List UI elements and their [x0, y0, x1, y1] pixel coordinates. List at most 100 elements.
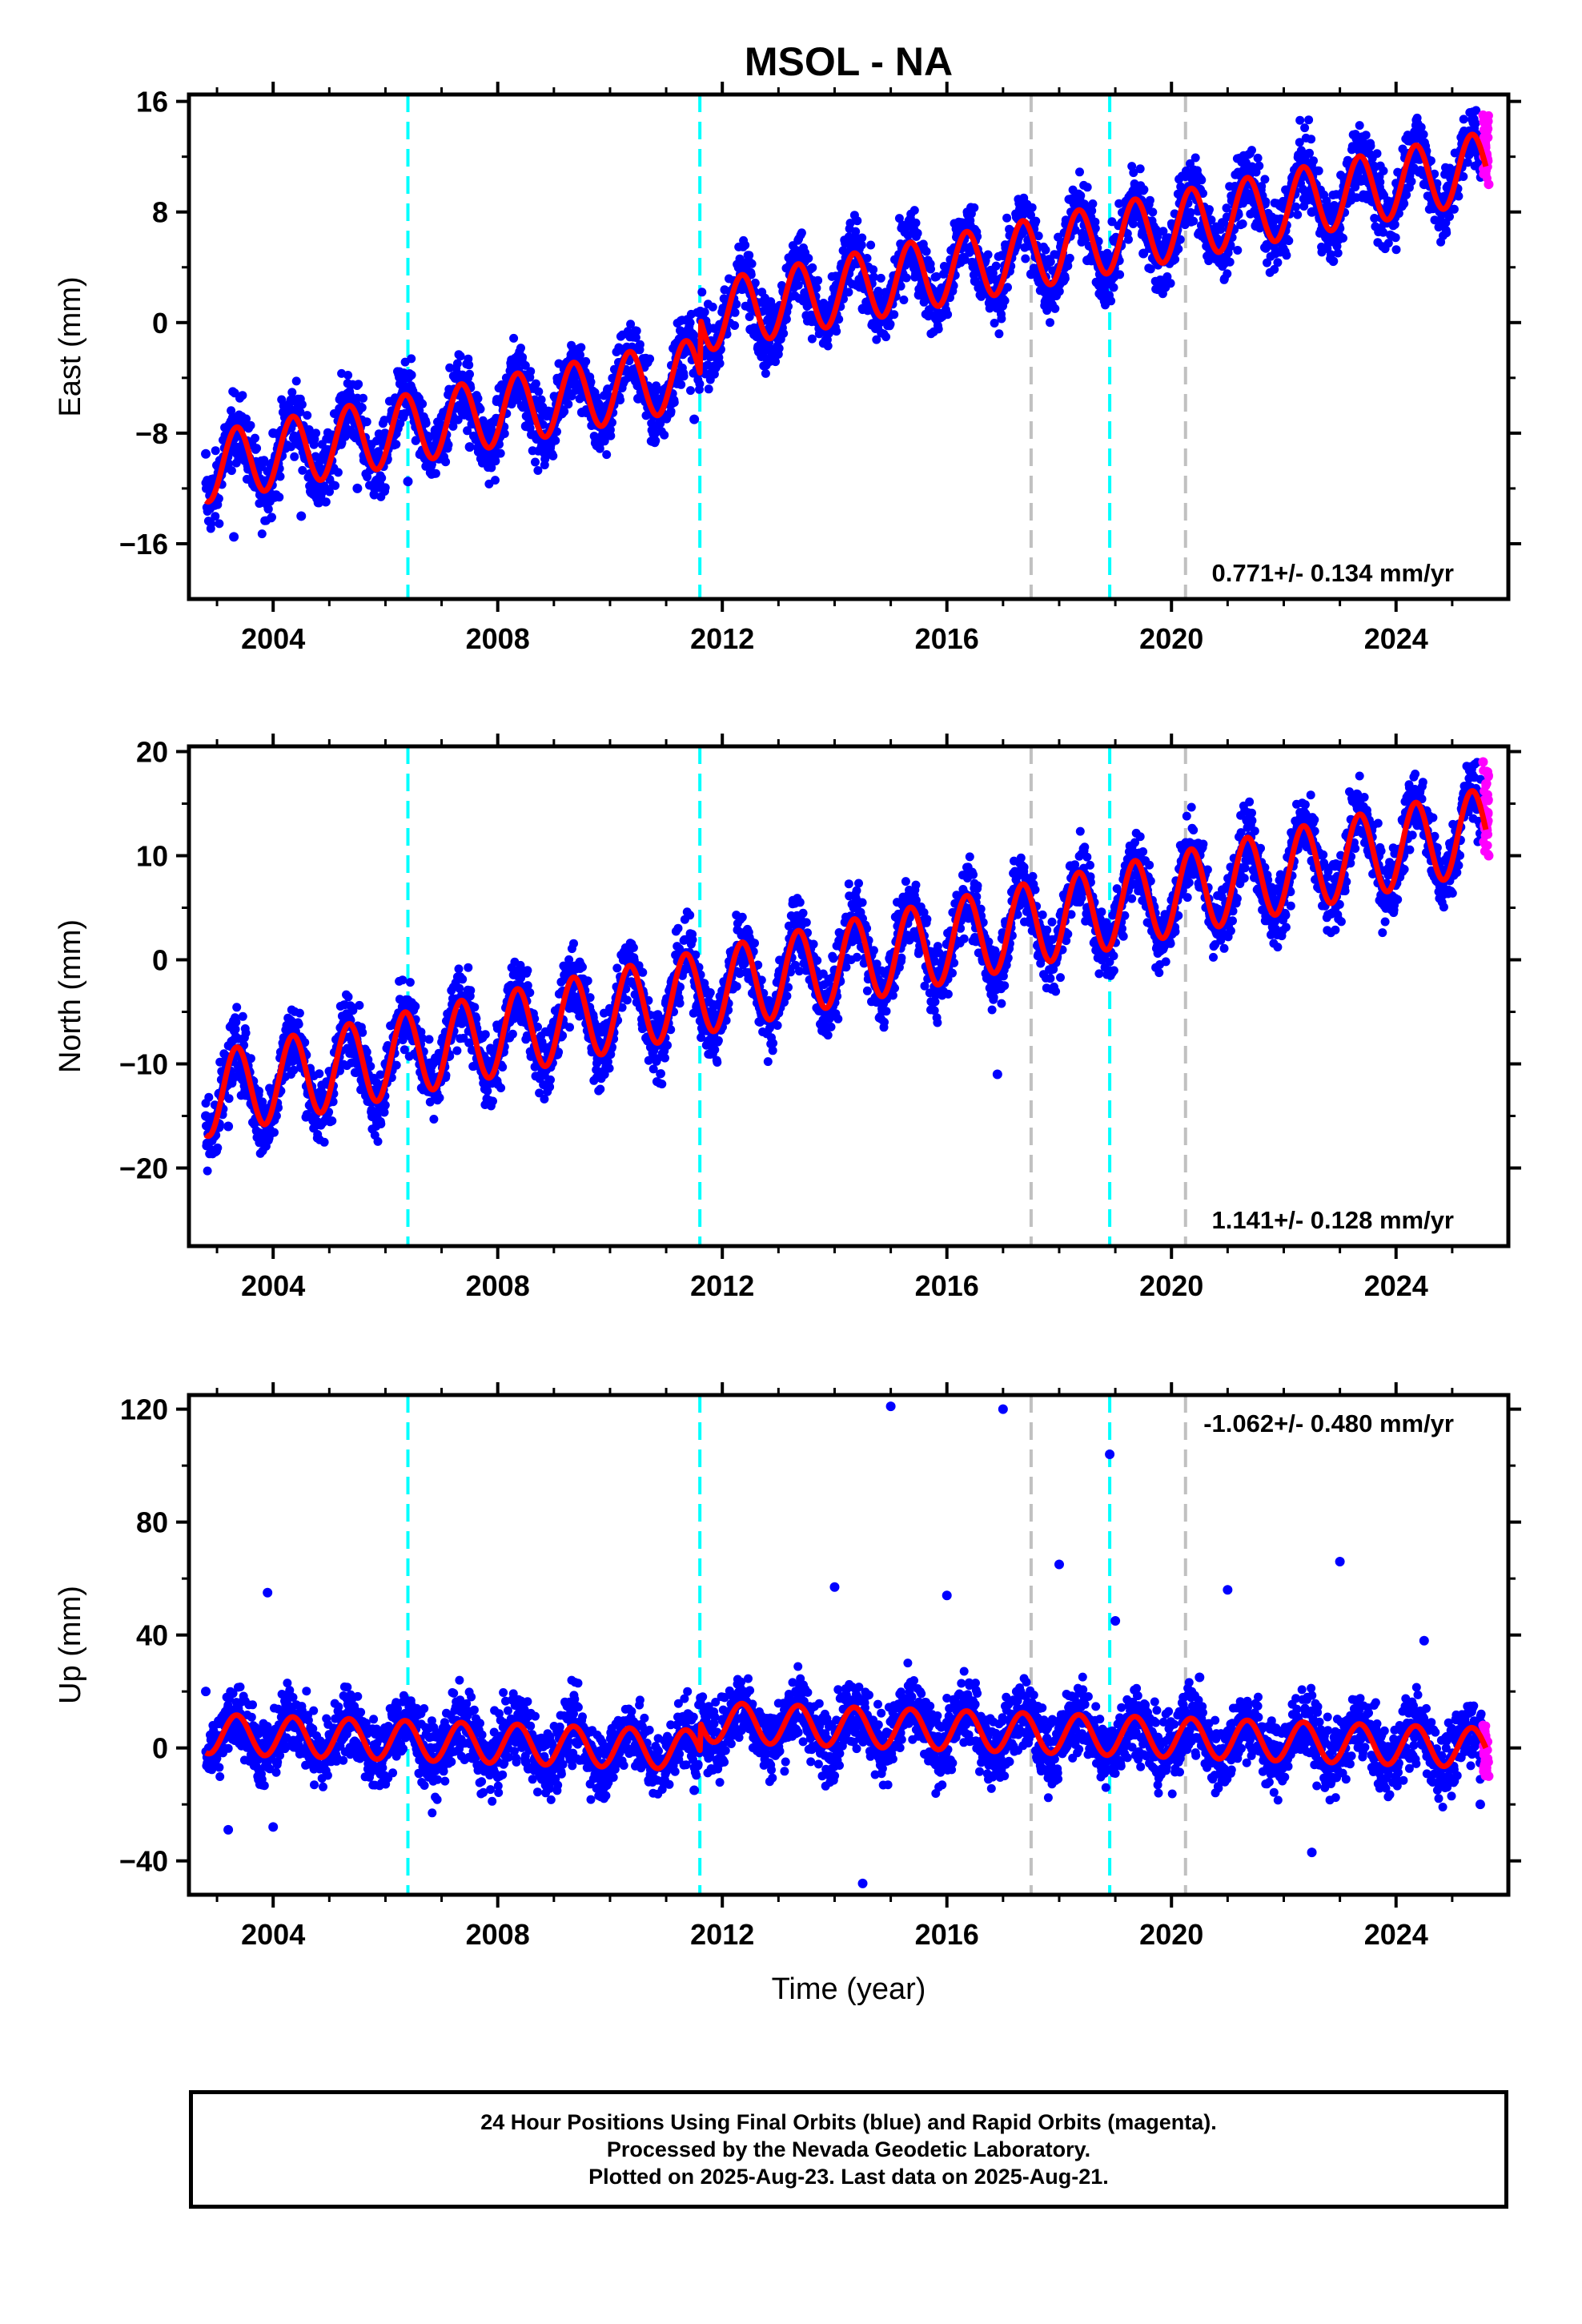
data-point: [259, 456, 269, 465]
data-point: [746, 270, 756, 279]
data-point: [476, 404, 485, 414]
data-point: [536, 395, 546, 404]
data-point: [355, 1000, 364, 1010]
data-point: [932, 271, 942, 281]
data-point: [901, 273, 911, 283]
data-point: [331, 480, 340, 490]
data-point: [700, 308, 709, 317]
data-point: [779, 328, 789, 338]
data-point: [509, 333, 519, 343]
data-point: [327, 1116, 337, 1126]
data-point: [551, 436, 560, 445]
data-point: [421, 419, 431, 428]
data-point: [1197, 175, 1207, 185]
data-point: [1124, 235, 1133, 244]
data-point: [715, 359, 725, 368]
x-tick-label: 2016: [915, 622, 979, 655]
data-point: [429, 1115, 439, 1124]
data-point: [813, 275, 823, 285]
data-point: [246, 1054, 255, 1063]
data-point: [377, 473, 387, 483]
data-point: [897, 220, 907, 230]
data-point: [552, 427, 561, 436]
data-point: [1449, 204, 1459, 214]
data-point: [435, 1093, 444, 1103]
data-point: [1314, 166, 1323, 175]
data-point: [508, 1029, 517, 1039]
data-point: [458, 975, 468, 984]
final-orbit-points: [201, 106, 1488, 542]
data-point: [224, 1094, 234, 1104]
data-point: [994, 329, 1004, 339]
data-point: [431, 468, 440, 478]
data-point: [1135, 164, 1145, 174]
data-point: [229, 532, 239, 542]
data-point: [913, 290, 924, 300]
data-point: [652, 381, 661, 391]
data-point: [1065, 253, 1074, 263]
data-point: [516, 344, 525, 353]
data-point: [732, 300, 741, 309]
data-point: [275, 472, 285, 481]
data-point: [1115, 270, 1125, 279]
data-point: [1355, 121, 1364, 131]
data-point: [602, 450, 612, 460]
data-point: [1021, 254, 1030, 263]
y-tick-label: 16: [136, 86, 168, 119]
data-point: [295, 408, 305, 416]
data-point: [797, 228, 806, 238]
data-point: [1247, 146, 1256, 155]
data-point: [1379, 166, 1388, 175]
data-point: [1291, 202, 1301, 211]
data-point: [1459, 115, 1468, 124]
rapid-point: [1478, 110, 1488, 120]
data-point: [251, 433, 259, 443]
data-point: [1391, 245, 1401, 255]
data-point: [407, 354, 416, 364]
data-point: [576, 343, 586, 352]
data-point: [376, 1120, 386, 1128]
data-point: [747, 259, 757, 268]
data-point: [311, 428, 321, 438]
data-point: [1195, 227, 1205, 238]
data-point: [745, 312, 754, 321]
data-point: [321, 497, 331, 507]
data-point: [560, 407, 569, 416]
data-point: [204, 1092, 214, 1102]
data-point: [358, 1027, 367, 1037]
data-point: [1329, 256, 1339, 266]
data-point: [257, 529, 267, 539]
data-point: [1223, 269, 1232, 279]
data-point: [1075, 167, 1084, 177]
data-point: [1088, 199, 1098, 208]
data-point: [498, 1063, 508, 1072]
data-point: [523, 966, 532, 975]
data-point: [464, 442, 475, 452]
data-point: [970, 276, 980, 287]
data-point: [781, 315, 791, 324]
data-point: [373, 1136, 383, 1146]
data-point: [632, 326, 641, 336]
data-point: [1166, 279, 1175, 288]
data-point: [444, 440, 453, 449]
data-point: [500, 429, 509, 438]
data-point: [1300, 123, 1310, 133]
data-point: [1442, 228, 1452, 238]
data-point: [357, 403, 367, 412]
data-point: [564, 400, 573, 409]
data-point: [1339, 233, 1347, 243]
data-point: [1273, 258, 1283, 267]
data-point: [881, 332, 891, 342]
data-point: [207, 519, 216, 529]
data-point: [1046, 318, 1054, 328]
data-point: [1366, 141, 1375, 151]
data-point: [525, 988, 535, 997]
data-point: [616, 396, 625, 404]
data-point: [464, 963, 473, 972]
data-point: [645, 354, 655, 364]
data-point: [970, 203, 979, 212]
data-point: [267, 513, 276, 522]
data-point: [319, 1137, 329, 1147]
data-point: [1189, 216, 1199, 226]
